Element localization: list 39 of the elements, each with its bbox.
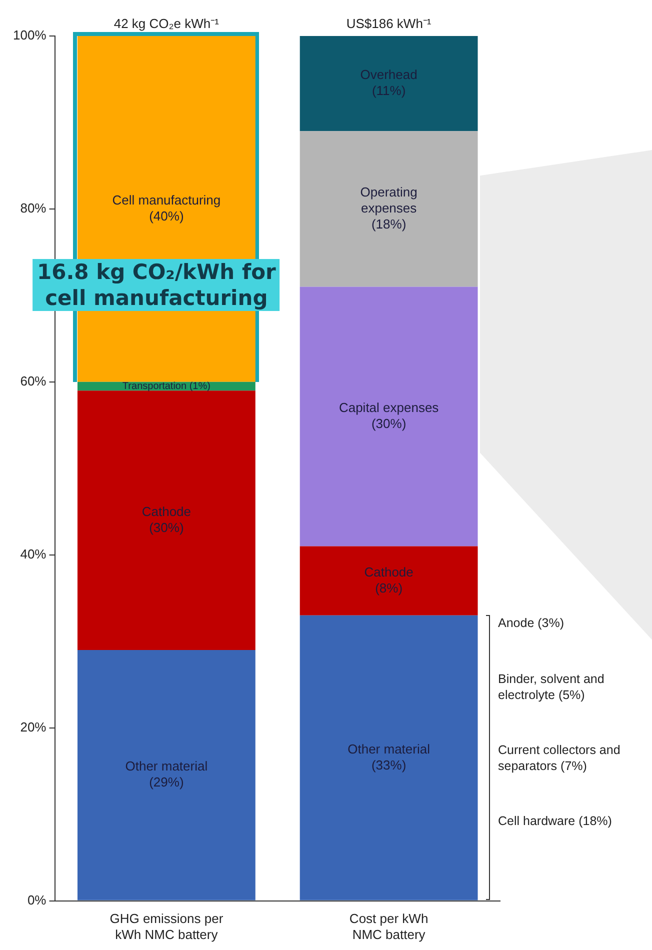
bar: [300, 615, 478, 900]
data-label: (18%): [371, 216, 406, 232]
text: Cathode: [142, 504, 192, 519]
annotation: US$186 kWh⁻¹: [346, 15, 432, 32]
bar: [300, 36, 478, 132]
annotation: 16.8 kg CO₂/kWh for cell manufacturing: [32, 259, 280, 312]
data-label: (11%): [372, 83, 406, 98]
series-label: Operating expenses: [360, 184, 418, 216]
series-label: Overhead: [360, 67, 418, 82]
series-label: Capital expenses: [338, 400, 440, 416]
x-tick-label: GHG emissions per kWh NMC battery: [110, 911, 224, 942]
annotation: Cell hardware (18%): [498, 813, 613, 830]
series-label: Cell manufacturing: [112, 192, 221, 208]
text: Transportation (1%): [122, 380, 210, 392]
bar: [300, 546, 478, 616]
y-tick-label: 40%: [20, 546, 47, 562]
annotation: Current collectors and separators (7%): [498, 742, 622, 774]
bar: [77, 650, 256, 900]
y-tick-label: 80%: [20, 200, 47, 216]
text: Other material: [348, 741, 430, 756]
data-label: (30%): [149, 520, 184, 535]
bar: [77, 390, 256, 650]
series-label: Cathode: [364, 564, 414, 580]
data-label: (30%): [371, 416, 406, 432]
series-label: Other material: [125, 758, 208, 774]
y-tick-label: 0%: [27, 892, 47, 908]
annotation: 42 kg CO₂e kWh⁻¹: [114, 15, 219, 32]
annotation: Binder, solvent and electrolyte (5%): [498, 670, 606, 703]
data-label: (29%): [149, 774, 184, 790]
data-label: (33%): [371, 757, 406, 772]
data-label: (40%): [149, 208, 184, 224]
y-tick-label: 60%: [20, 374, 47, 388]
data-label: (8%): [375, 580, 403, 596]
bar: [300, 131, 478, 287]
annotation: Anode (3%): [498, 615, 566, 632]
y-tick-label: 100%: [13, 28, 47, 43]
y-tick-label: 20%: [20, 719, 47, 734]
x-tick-label: Cost per kWh NMC battery: [349, 911, 428, 942]
bar: [300, 286, 478, 546]
